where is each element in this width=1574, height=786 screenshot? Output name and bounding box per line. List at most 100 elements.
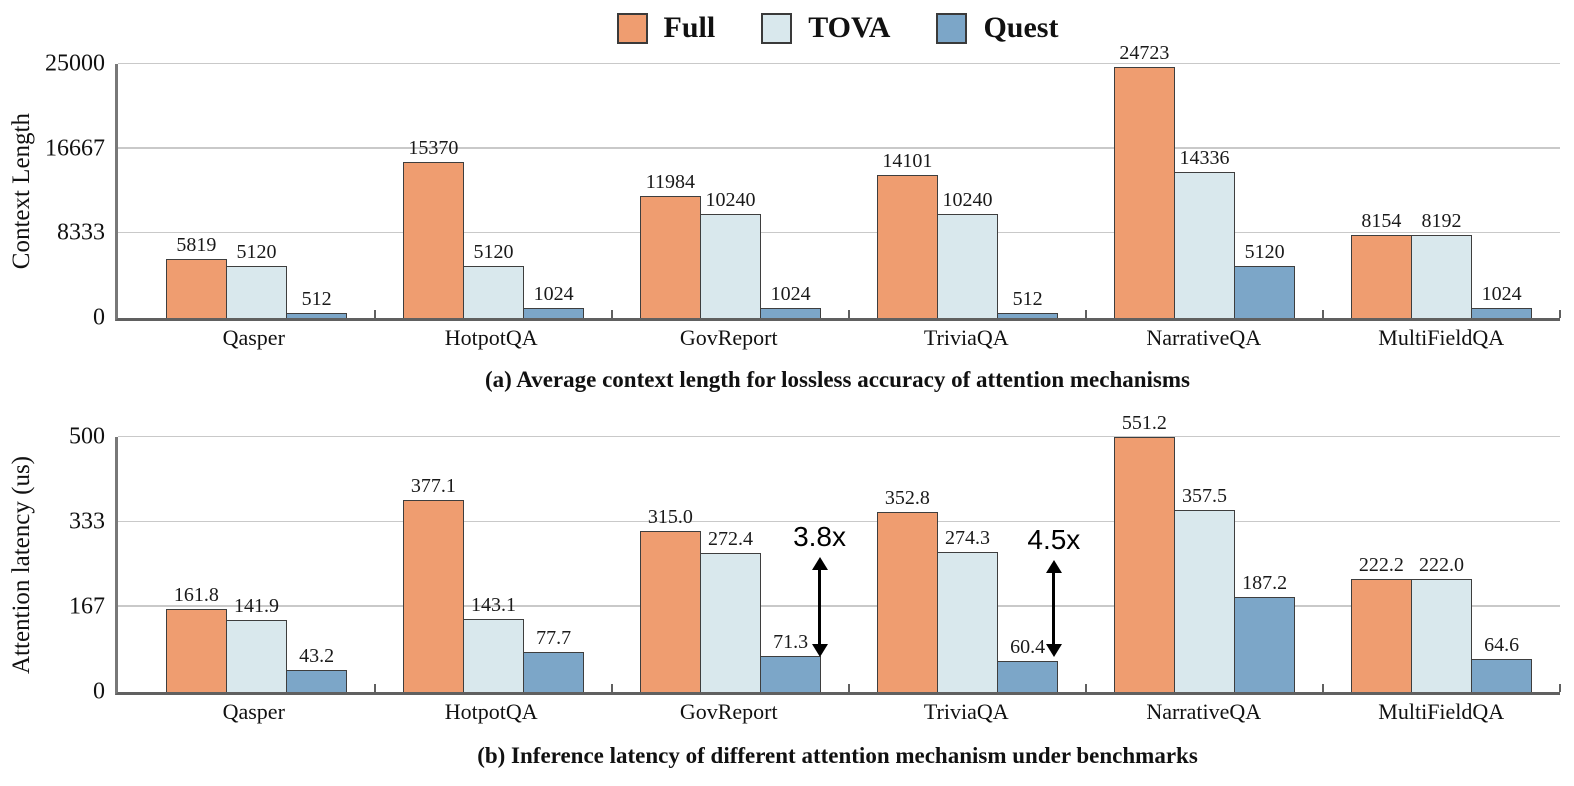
chart-b-xlabels: Qasper HotpotQA GovReport TriviaQA Narrative… [115, 699, 1560, 729]
legend: Full TOVA Quest [115, 6, 1560, 50]
bar-full-govreport: 315.0 [639, 506, 702, 692]
bar-tova-multifieldqa: 8192 [1410, 210, 1473, 318]
bar-value-label: 71.3 [773, 630, 809, 653]
x-category-label: Qasper [222, 325, 285, 350]
x-axis-tick [1322, 684, 1324, 692]
bar-full-govreport: 11984 [639, 171, 702, 318]
chart-b-yticks: 0 167 333 500 [44, 424, 115, 705]
x-axis-tick [373, 310, 376, 318]
gridline [118, 435, 1560, 437]
bar-tova-narrativeqa: 357.5 [1173, 485, 1236, 692]
bar-value-label: 187.2 [1242, 571, 1288, 594]
chart-b-row: Attention latency (us) 0 167 333 500 161.8 1… [0, 412, 1574, 729]
bar-value-label: 8192 [1421, 209, 1462, 232]
bar-quest-multifieldqa: 64.6 [1470, 634, 1533, 692]
bar-value-label: 8154 [1361, 210, 1402, 233]
chart-b-caption: (b) Inference latency of different atten… [477, 743, 1198, 768]
bar-group-multifieldqa: 8154 8192 1024 [1323, 64, 1560, 318]
bar-tova-govreport: 272.4 [699, 528, 762, 692]
x-category-label: TriviaQA [923, 325, 1009, 350]
x-category-label: GovReport [679, 699, 778, 724]
bar-value-label: 43.2 [299, 644, 335, 667]
bar-full-triviaqa: 352.8 [876, 487, 939, 692]
bar-value-label: 1024 [770, 282, 811, 305]
bar-group-qasper: 161.8 141.9 43.2 [138, 437, 375, 692]
x-category-label: TriviaQA [923, 699, 1009, 724]
bar-full-triviaqa: 14101 [876, 150, 939, 318]
bar-full-hotpotqa: 15370 [402, 137, 465, 318]
bar-group-qasper: 5819 5120 512 [138, 64, 375, 318]
bar-value-label: 222.2 [1358, 553, 1404, 576]
gridline [118, 62, 1560, 64]
bar-full-hotpotqa: 377.1 [402, 475, 465, 692]
bar-value-label: 143.1 [470, 594, 516, 617]
bar-group-hotpotqa: 15370 5120 1024 [375, 64, 612, 318]
bar-value-label: 352.8 [884, 487, 930, 510]
bar-full-multifieldqa: 8154 [1350, 210, 1413, 318]
x-axis-tick [848, 684, 850, 692]
bar-quest-triviaqa: 60.4 [996, 636, 1059, 692]
y-tick-label: 500 [69, 423, 105, 450]
x-axis-tick [1322, 310, 1324, 318]
legend-item-tova: TOVA [761, 11, 890, 45]
x-category-label: GovReport [679, 325, 778, 350]
y-tick-label: 333 [69, 508, 105, 535]
chart-b-plot-col: 161.8 141.9 43.2 377.1 143.1 77.7 315.0 272.4 71… [115, 412, 1561, 729]
chart-a-caption: (a) Average context length for lossless … [485, 367, 1190, 392]
x-axis-tick [610, 684, 613, 692]
x-axis-tick [1084, 684, 1087, 692]
y-tick-label: 25000 [45, 50, 105, 77]
bar-value-label: 1024 [1481, 282, 1522, 305]
legend-swatch-full-icon [616, 12, 648, 44]
x-category-label: HotpotQA [444, 699, 538, 724]
bar-value-label: 77.7 [536, 627, 572, 650]
bar-value-label: 274.3 [944, 527, 990, 550]
bar-quest-multifieldqa: 1024 [1470, 283, 1533, 318]
arrowhead-up-icon [1045, 560, 1062, 574]
chart-context-length: Context Length 0 8333 16667 25000 5819 5120 5… [0, 42, 1574, 395]
x-axis-tick [1559, 684, 1561, 692]
legend-item-full: Full [616, 11, 715, 45]
legend-swatch-quest-icon [936, 12, 968, 44]
bar-value-label: 357.5 [1181, 484, 1227, 507]
bar-full-qasper: 5819 [165, 234, 228, 318]
x-category-label: Qasper [222, 699, 285, 724]
bar-value-label: 512 [1012, 287, 1043, 310]
bar-value-label: 10240 [942, 188, 993, 211]
bar-value-label: 15370 [408, 136, 459, 159]
bar-value-label: 1024 [533, 282, 574, 305]
bar-value-label: 377.1 [410, 474, 456, 497]
bar-tova-qasper: 141.9 [225, 595, 288, 692]
bar-tova-hotpotqa: 5120 [462, 241, 525, 318]
bar-full-qasper: 161.8 [165, 584, 228, 692]
double-arrow-icon [1052, 569, 1056, 648]
chart-b-plot-area: 161.8 141.9 43.2 377.1 143.1 77.7 315.0 272.4 71… [115, 412, 1561, 695]
legend-item-quest: Quest [936, 11, 1058, 45]
bar-group-narrativeqa: 24723 14336 5120 [1086, 42, 1323, 318]
ratio-label: 4.5x [1027, 524, 1081, 556]
bar-value-label: 5120 [236, 240, 277, 263]
legend-swatch-tova-icon [761, 12, 793, 44]
bar-value-label: 11984 [645, 171, 696, 194]
bar-quest-qasper: 512 [285, 288, 348, 318]
x-category-label: MultiFieldQA [1378, 325, 1505, 350]
bar-tova-triviaqa: 274.3 [936, 527, 999, 692]
bar-full-narrativeqa: 24723 [1113, 42, 1176, 318]
arrowhead-down-icon [1045, 643, 1062, 657]
bar-value-label: 551.2 [1121, 412, 1167, 434]
bar-value-label: 24723 [1119, 41, 1170, 64]
gridline [118, 231, 1560, 234]
bar-quest-govreport: 1024 [759, 283, 822, 318]
x-axis-tick [848, 310, 850, 318]
bar-tova-qasper: 5120 [225, 241, 288, 318]
x-axis-tick [1084, 310, 1087, 318]
x-category-label: NarrativeQA [1146, 325, 1262, 350]
bar-group-hotpotqa: 377.1 143.1 77.7 [375, 437, 612, 692]
bar-value-label: 14336 [1179, 147, 1230, 170]
arrowhead-down-icon [811, 643, 828, 657]
bar-group-triviaqa: 14101 10240 512 [849, 64, 1086, 318]
gridline [118, 605, 1560, 607]
chart-b-y-axis-label: Attention latency (us) [8, 455, 35, 674]
bar-value-label: 60.4 [1010, 636, 1046, 659]
